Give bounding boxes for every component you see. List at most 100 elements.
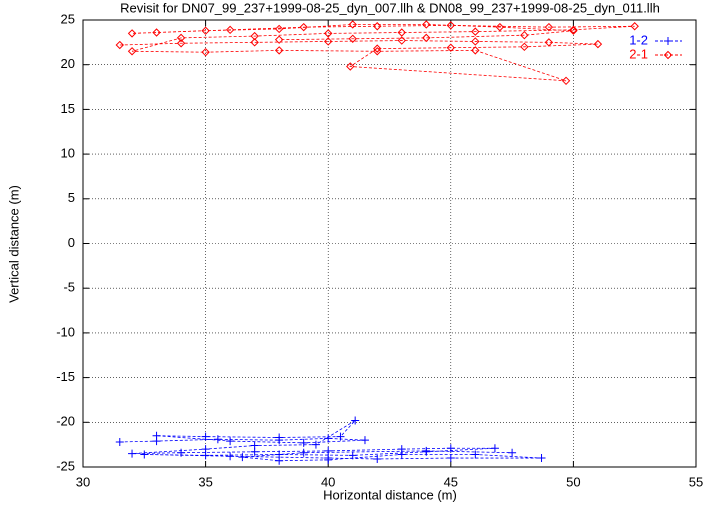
point	[115, 437, 124, 446]
point	[176, 33, 186, 43]
x-tick-label: 45	[444, 474, 458, 489]
point	[311, 440, 320, 449]
y-tick-label: 15	[61, 101, 75, 116]
y-tick-label: 25	[61, 11, 75, 26]
point	[238, 453, 247, 462]
y-tick-label: 0	[68, 235, 75, 250]
point	[520, 42, 529, 52]
point	[446, 43, 456, 52]
x-tick-label: 55	[689, 474, 703, 489]
point	[324, 434, 333, 443]
point	[250, 38, 259, 47]
point	[274, 35, 284, 44]
point	[490, 444, 499, 453]
legend-label: 1-2	[629, 32, 648, 47]
point	[274, 46, 284, 55]
point	[336, 432, 345, 441]
point	[201, 451, 210, 460]
point	[373, 22, 382, 31]
point	[537, 454, 546, 463]
point	[299, 438, 308, 447]
point	[373, 44, 382, 53]
point	[446, 454, 455, 463]
x-tick-label: 30	[76, 474, 90, 489]
point	[561, 76, 571, 85]
x-tick-label: 50	[566, 474, 580, 489]
y-tick-label: -5	[63, 280, 75, 295]
point	[140, 450, 149, 459]
point	[201, 432, 210, 441]
legend-marker	[663, 50, 673, 60]
point	[397, 450, 406, 459]
point	[397, 36, 406, 45]
point	[323, 29, 333, 38]
y-tick-label: 20	[61, 56, 75, 71]
point	[351, 416, 360, 425]
point	[275, 433, 284, 442]
point	[630, 22, 639, 31]
point	[346, 62, 355, 71]
point	[128, 449, 137, 458]
point	[323, 37, 333, 46]
point	[274, 24, 284, 34]
y-tick-label: 5	[68, 190, 75, 205]
point	[127, 29, 137, 38]
point	[397, 28, 406, 37]
point	[422, 33, 431, 43]
point	[201, 26, 210, 35]
point	[446, 444, 455, 453]
point	[324, 455, 333, 464]
point	[593, 39, 603, 49]
plot-frame	[82, 19, 697, 468]
point	[213, 435, 222, 444]
legend-label: 2-1	[629, 46, 648, 61]
y-tick-label: -20	[56, 414, 75, 429]
point	[225, 25, 235, 35]
point	[201, 47, 210, 57]
point	[471, 37, 480, 46]
point	[422, 446, 431, 455]
point	[373, 47, 382, 56]
point	[275, 456, 284, 465]
point	[152, 431, 161, 440]
point	[544, 22, 554, 32]
x-tick-label: 40	[321, 474, 335, 489]
point	[299, 22, 308, 32]
chart-title: Revisit for DN07_99_237+1999-08-25_dyn_0…	[120, 0, 660, 15]
point	[250, 31, 259, 41]
point	[422, 20, 431, 29]
point	[495, 22, 505, 32]
point	[127, 47, 137, 56]
point	[324, 446, 333, 455]
legend-marker	[664, 37, 672, 45]
x-axis-label: Horizontal distance (m)	[323, 487, 457, 502]
x-tick-label: 35	[198, 474, 212, 489]
point	[544, 38, 554, 47]
point	[471, 27, 480, 36]
point	[176, 39, 186, 48]
point	[471, 46, 480, 55]
y-axis-label: Vertical distance (m)	[6, 185, 21, 303]
point	[373, 454, 382, 463]
point	[115, 40, 124, 50]
point	[348, 451, 357, 460]
point	[177, 448, 186, 457]
point	[569, 26, 578, 35]
point	[508, 448, 517, 457]
y-tick-label: -25	[56, 458, 75, 473]
point	[446, 21, 456, 30]
y-tick-label: -15	[56, 369, 75, 384]
point	[471, 450, 480, 459]
series-line	[119, 24, 635, 82]
point	[360, 436, 369, 445]
point	[348, 20, 357, 29]
point	[348, 34, 357, 43]
point	[299, 448, 308, 457]
point	[250, 447, 259, 456]
point	[152, 28, 161, 37]
point	[520, 30, 529, 40]
point	[226, 437, 235, 446]
y-tick-label: 10	[61, 146, 75, 161]
point	[226, 452, 235, 461]
